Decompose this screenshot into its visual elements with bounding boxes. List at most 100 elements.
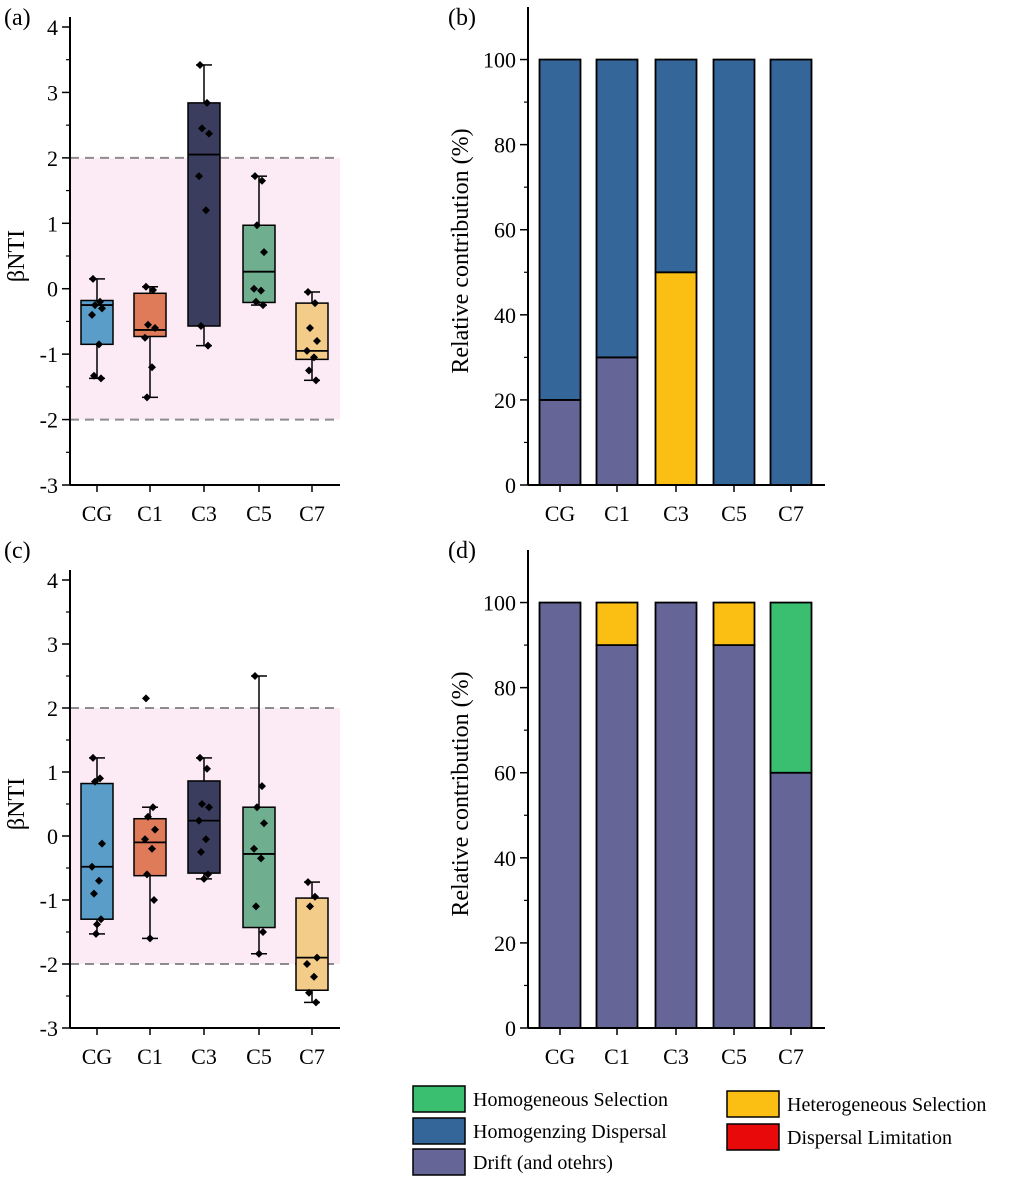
y-tick-label: 20 <box>494 388 516 413</box>
data-point <box>258 782 266 791</box>
data-point <box>98 839 106 848</box>
bar-c5 <box>712 601 756 1029</box>
x-tick-label-c3: C3 <box>663 501 689 526</box>
y-tick-label: 100 <box>483 48 516 73</box>
data-point <box>92 929 100 938</box>
data-point <box>143 870 151 879</box>
legend-swatch <box>412 1148 466 1176</box>
bar-segment-heterogeneous-selection <box>712 601 756 646</box>
data-point <box>95 876 103 885</box>
data-point <box>251 172 259 181</box>
bar-segment-homogenizing-dispersal <box>538 58 582 401</box>
x-tick-label-c7: C7 <box>778 501 804 526</box>
x-tick-label-c3: C3 <box>191 1044 217 1069</box>
bar-segment-drift <box>712 644 756 1029</box>
legend-item-homogenizing-dispersal: Homogenzing Dispersal <box>412 1117 667 1145</box>
x-tick-label-c5: C5 <box>721 501 747 526</box>
data-point <box>200 874 208 883</box>
data-point <box>312 998 320 1007</box>
panel-label: (c) <box>4 538 31 564</box>
data-point <box>141 333 149 342</box>
bar-c1 <box>595 601 639 1029</box>
data-point <box>197 322 205 331</box>
data-point <box>257 854 265 863</box>
legend-label: Heterogeneous Selection <box>787 1094 986 1116</box>
y-axis-label: Relative contribution (%) <box>448 671 474 916</box>
legend-label: Homogeneous Selection <box>473 1089 668 1111</box>
data-point <box>151 323 159 332</box>
x-tick-label-c7: C7 <box>299 501 325 526</box>
panel-c-beta-nti-boxplot: -3 -2 -1 0 1 2 3 4 CG C1 C3 C5 C7 (c) βNTI <box>4 538 340 1069</box>
y-tick-label: 2 <box>47 146 58 171</box>
data-point <box>311 299 319 308</box>
x-tick-label-c5: C5 <box>246 1044 272 1069</box>
box-c1 <box>133 694 167 943</box>
data-point <box>304 287 312 296</box>
data-point <box>95 340 103 349</box>
y-axis-label: βNTI <box>4 778 30 830</box>
data-point <box>203 764 211 773</box>
data-point <box>250 844 258 853</box>
data-point <box>313 953 321 962</box>
bar-segment-homogenizing-dispersal <box>769 58 813 486</box>
data-point <box>252 297 260 306</box>
data-point <box>89 274 97 283</box>
data-point <box>253 221 261 230</box>
x-tick-label-cg: CG <box>545 1044 576 1069</box>
bar-c7 <box>769 58 813 486</box>
y-tick-label: 4 <box>47 15 58 40</box>
data-point <box>93 920 101 929</box>
legend-item-heterogeneous-selection: Heterogeneous Selection <box>726 1090 986 1118</box>
data-point <box>146 934 154 943</box>
x-tick-label-cg: CG <box>82 501 113 526</box>
box-c5 <box>242 172 276 310</box>
data-point <box>250 284 258 293</box>
x-tick-label-c3: C3 <box>191 501 217 526</box>
legend-swatch <box>412 1117 466 1145</box>
legend-item-homogeneous-selection: Homogeneous Selection <box>412 1085 668 1113</box>
box-iqr <box>187 102 221 327</box>
data-point <box>312 376 320 385</box>
data-point <box>310 353 318 362</box>
y-axis-label: Relative contribution (%) <box>448 128 474 373</box>
box-iqr <box>242 806 276 929</box>
x-tick-label-c7: C7 <box>778 1044 804 1069</box>
legend-item-drift: Drift (and otehrs) <box>412 1148 613 1176</box>
data-point <box>202 206 210 215</box>
data-point <box>257 286 265 295</box>
bar-segment-drift <box>654 601 698 1029</box>
data-point <box>205 803 213 812</box>
x-tick-label-c1: C1 <box>604 501 630 526</box>
data-point <box>151 825 159 834</box>
y-tick-label: 60 <box>494 218 516 243</box>
panel-b-stacked-bar-chart: 0 20 40 60 80 100 CG C1 C3 C5 C7 (b) Relative contri… <box>448 5 825 526</box>
bar-segment-homogeneous-selection <box>769 601 813 774</box>
data-point <box>98 304 106 313</box>
box-cg <box>80 753 114 938</box>
box-c1 <box>133 282 167 402</box>
box-c5 <box>242 672 276 958</box>
legend-label: Drift (and otehrs) <box>473 1152 613 1174</box>
bar-c3 <box>654 601 698 1029</box>
legend-label: Dispersal Limitation <box>787 1127 952 1149</box>
data-point <box>144 320 152 329</box>
x-tick-label-c5: C5 <box>246 501 272 526</box>
data-point <box>141 835 149 844</box>
data-point <box>306 323 314 332</box>
data-point <box>90 889 98 898</box>
y-tick-label: -2 <box>40 408 58 433</box>
data-point <box>96 297 104 306</box>
x-tick-label-c1: C1 <box>137 1044 163 1069</box>
data-point <box>259 301 267 310</box>
data-point <box>196 60 204 69</box>
legend-swatch <box>726 1090 780 1118</box>
bar-segment-heterogeneous-selection <box>595 601 639 646</box>
legend-swatch <box>412 1085 466 1113</box>
data-point <box>304 878 312 887</box>
x-tick-label-c5: C5 <box>721 1044 747 1069</box>
panel-label: (d) <box>448 538 476 564</box>
y-tick-label: 60 <box>494 761 516 786</box>
panel-label: (b) <box>448 5 476 31</box>
x-tick-label-c3: C3 <box>663 1044 689 1069</box>
data-point <box>143 393 151 402</box>
